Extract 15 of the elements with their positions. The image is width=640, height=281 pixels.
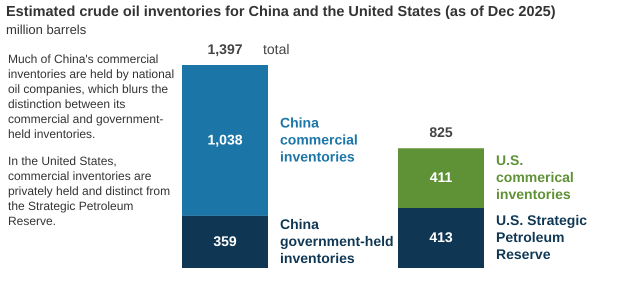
data-label: 359: [213, 232, 237, 249]
annotation: In the United States, commercial inventories are privately held and distinct from the Strategic Petroleum Reserve.: [8, 154, 172, 229]
text: total: [263, 40, 290, 57]
series-label: U.S. Strategic Petroleum Reserve: [496, 212, 588, 262]
total-label: 825: [429, 124, 453, 140]
data-label: 1,038: [207, 131, 243, 148]
total-label: 1,397: [207, 40, 243, 57]
series-label: U.S. commerical inventories: [496, 152, 574, 202]
annotation: Much of China's commercial inventories are held by national oil companies, which blurs the distinction between its commercial and government-held inventories.: [8, 52, 176, 142]
data-label: 413: [429, 228, 453, 245]
series-label: China government-held inventories: [280, 216, 394, 266]
data-label: 411: [430, 168, 453, 185]
series-label: China commercial inventories: [280, 114, 358, 164]
chart-title: Estimated crude oil inventories for China and the United States (as of Dec 2025): [6, 4, 556, 20]
chart-subtitle: million barrels: [6, 22, 86, 37]
